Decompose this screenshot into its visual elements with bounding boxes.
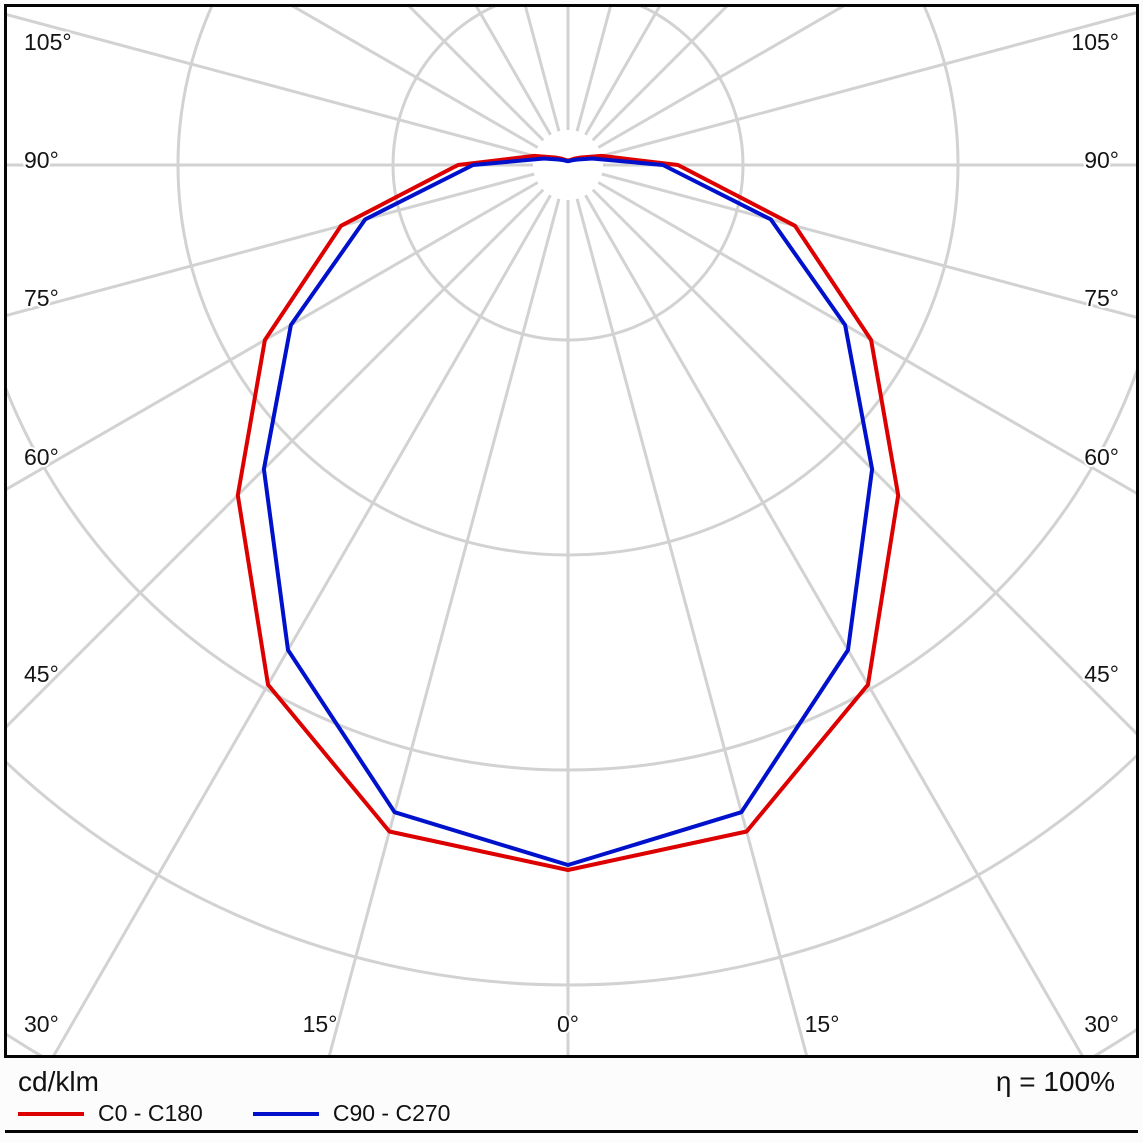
legend: C0 - C180 C90 - C270 bbox=[18, 1102, 450, 1125]
curve-c90-c270 bbox=[261, 156, 875, 867]
angle-label: 105° bbox=[1071, 29, 1119, 55]
legend-red-line-icon bbox=[18, 1111, 84, 1116]
grid-ray bbox=[327, 198, 561, 1055]
grid-ray bbox=[291, 7, 539, 149]
efficiency-label: η = 100% bbox=[995, 1066, 1115, 1097]
grid-ray bbox=[524, 7, 561, 132]
angle-label: 15° bbox=[805, 1011, 840, 1037]
angle-label: 60° bbox=[24, 444, 59, 470]
grid-ray bbox=[584, 7, 661, 136]
grid-ray bbox=[7, 13, 535, 158]
grid-ring bbox=[7, 754, 1136, 987]
grid-ray bbox=[475, 7, 552, 136]
grid-ray bbox=[52, 194, 552, 1055]
grid-ray bbox=[597, 7, 845, 149]
grid-ray bbox=[584, 194, 1084, 1055]
legend-label-c0-c180: C0 - C180 bbox=[98, 1100, 203, 1126]
angle-label: 60° bbox=[1084, 444, 1119, 470]
grid-ray bbox=[591, 188, 1136, 736]
grid-ray bbox=[601, 172, 1136, 319]
grid-ray bbox=[7, 188, 545, 729]
grid-ray bbox=[601, 11, 1136, 158]
polar-chart-area: 105° 90° 75° 60° 45° 30° 15° 0° 15° 30° 45° 60° 75° 9… bbox=[4, 4, 1139, 1058]
legend-blue-line-icon bbox=[252, 1111, 319, 1116]
angle-label: 90° bbox=[24, 147, 59, 173]
grid-ray bbox=[7, 172, 535, 317]
angle-label: 30° bbox=[24, 1011, 59, 1037]
unit-label: cd/klm bbox=[18, 1066, 99, 1097]
angle-label: 45° bbox=[24, 661, 59, 687]
angle-label: 90° bbox=[1084, 147, 1119, 173]
grid-ray bbox=[575, 7, 612, 132]
angle-label: 45° bbox=[1084, 661, 1119, 687]
grid-ring bbox=[7, 368, 1136, 772]
angle-label: 30° bbox=[1084, 1011, 1119, 1037]
grid-ray bbox=[7, 181, 539, 491]
grid-ray bbox=[575, 198, 809, 1055]
angle-label: 0° bbox=[557, 1011, 579, 1037]
grid-ray bbox=[597, 181, 1136, 495]
polar-chart-svg: 105° 90° 75° 60° 45° 30° 15° 0° 15° 30° 45° 60° 75° 9… bbox=[7, 7, 1136, 1055]
legend-label-c90-c270: C90 - C270 bbox=[332, 1100, 451, 1126]
angle-label: 105° bbox=[24, 29, 72, 55]
angle-label: 75° bbox=[24, 285, 59, 311]
angle-label: 15° bbox=[303, 1011, 338, 1037]
footer-rule bbox=[5, 1130, 1138, 1133]
angle-label: 75° bbox=[1084, 285, 1119, 311]
footer: cd/klm η = 100% C0 - C180 C90 - C270 bbox=[0, 1058, 1143, 1143]
